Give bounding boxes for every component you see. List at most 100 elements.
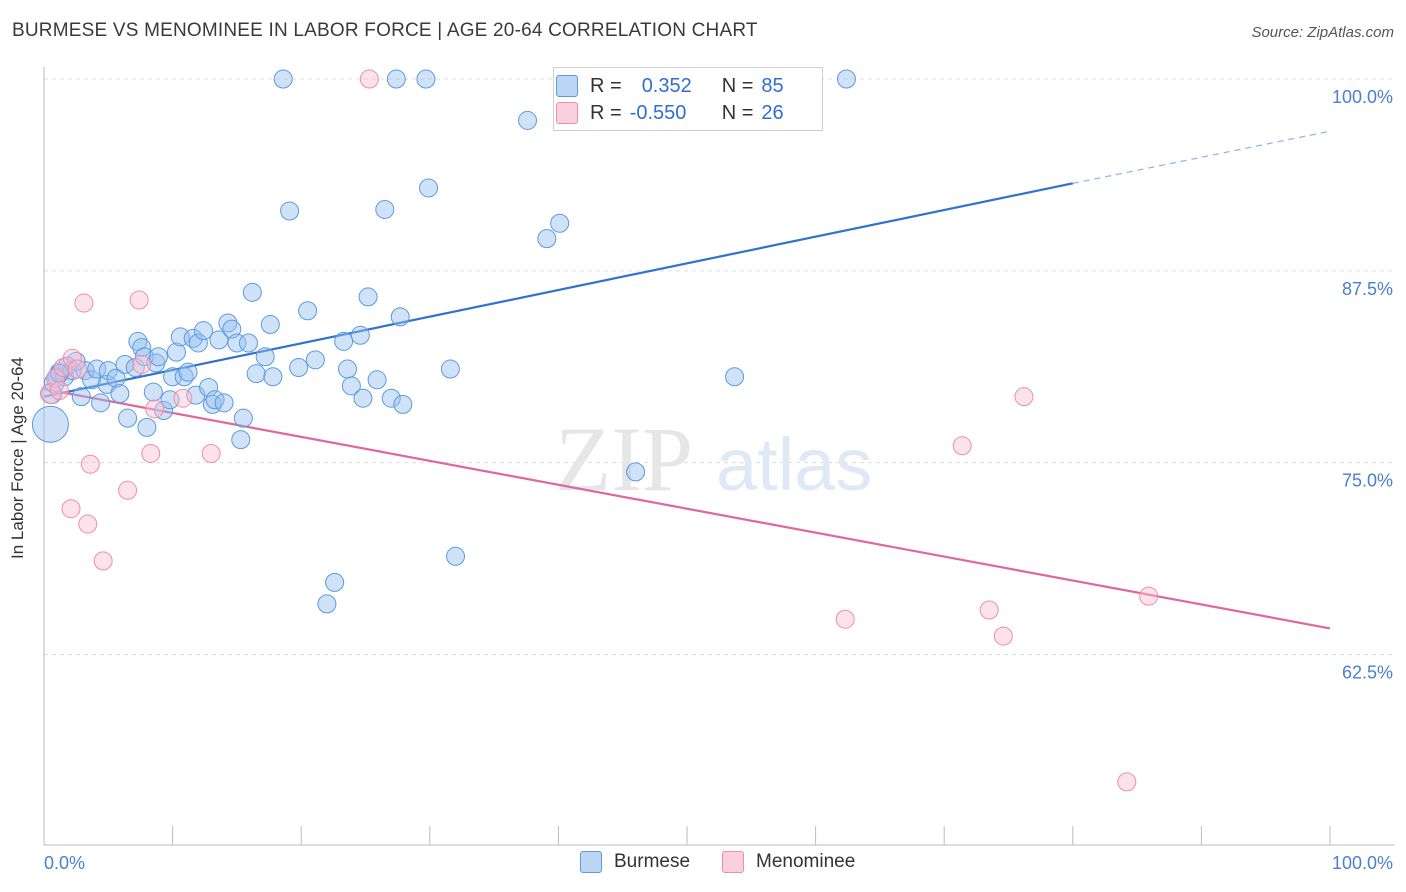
- watermark: ZIP atlas: [555, 408, 872, 510]
- trend-line-menominee: [43, 387, 1331, 630]
- data-point-menominee: [1014, 387, 1034, 407]
- data-point-burmese: [163, 367, 183, 387]
- data-point-burmese: [148, 347, 168, 367]
- data-point-burmese: [115, 354, 135, 374]
- chart-title: BURMESE VS MENOMINEE IN LABOR FORCE | AG…: [12, 20, 758, 41]
- data-point-burmese: [298, 301, 318, 321]
- data-point-burmese: [626, 462, 646, 482]
- legend-r-value: -0.550: [629, 101, 687, 124]
- data-point-burmese: [137, 417, 157, 437]
- data-point-menominee: [118, 480, 138, 500]
- data-point-burmese: [110, 384, 130, 404]
- watermark-atlas: atlas: [716, 423, 872, 506]
- x-tick-label: 100.0%: [1332, 853, 1393, 873]
- data-point-burmese: [367, 370, 387, 390]
- data-point-burmese: [118, 408, 138, 428]
- data-point-menominee: [46, 368, 66, 388]
- data-point-burmese: [31, 405, 69, 443]
- data-point-menominee: [359, 69, 379, 89]
- data-point-burmese: [273, 69, 293, 89]
- data-point-burmese: [193, 321, 213, 341]
- data-point-menominee: [132, 354, 152, 374]
- data-point-burmese: [178, 362, 198, 382]
- data-point-burmese: [419, 178, 439, 198]
- y-tick-label: 62.5%: [1342, 663, 1393, 683]
- data-point-burmese: [386, 69, 406, 89]
- data-point-burmese: [393, 394, 413, 414]
- data-point-menominee: [952, 436, 972, 456]
- data-point-menominee: [93, 551, 113, 571]
- data-point-burmese: [280, 201, 300, 221]
- data-point-burmese: [537, 229, 557, 249]
- data-point-menominee: [141, 443, 161, 463]
- legend-row-burmese: R = 0.352 N = 85: [556, 74, 784, 98]
- y-axis-label: In Labor Force | Age 20-64: [8, 357, 27, 559]
- x-tick-labels: 0.0% 100.0%: [44, 853, 1393, 873]
- data-point-burmese: [353, 388, 373, 408]
- bottom-legend-burmese: Burmese: [580, 851, 690, 873]
- data-point-burmese: [390, 307, 410, 327]
- correlation-legend: R = 0.352 N = 85 R = -0.550 N = 26: [553, 67, 823, 131]
- legend-n-label: N =: [721, 74, 754, 97]
- y-tick-labels: 62.5% 75.0% 87.5% 100.0%: [1332, 87, 1393, 683]
- axes: [43, 67, 1395, 846]
- data-point-menominee: [1117, 772, 1137, 792]
- data-point-burmese: [381, 388, 401, 408]
- data-point-burmese: [518, 110, 538, 130]
- data-point-burmese: [106, 368, 126, 388]
- trend-lines: [43, 130, 1331, 630]
- data-point-burmese: [166, 342, 186, 362]
- trend-line-burmese: [43, 182, 1074, 398]
- data-point-burmese: [143, 382, 163, 402]
- source-credit: Source: ZipAtlas.com: [1251, 24, 1394, 41]
- data-point-burmese: [231, 430, 251, 450]
- data-point-burmese: [358, 287, 378, 307]
- data-point-menominee: [49, 381, 69, 401]
- data-point-burmese: [305, 350, 325, 370]
- trend-extension-burmese: [1072, 130, 1331, 184]
- data-point-burmese: [289, 358, 309, 378]
- data-point-burmese: [209, 330, 229, 350]
- data-point-burmese: [188, 333, 208, 353]
- data-point-menominee: [74, 293, 94, 313]
- legend-n-label: N =: [721, 101, 754, 124]
- legend-r-label: R =: [590, 74, 622, 97]
- data-point-burmese: [242, 282, 262, 302]
- data-point-burmese: [246, 364, 266, 384]
- y-tick-label: 87.5%: [1342, 279, 1393, 299]
- data-point-burmese: [836, 69, 856, 89]
- data-point-burmese: [98, 361, 118, 381]
- legend-n-value: 26: [761, 101, 784, 124]
- data-point-burmese: [214, 393, 234, 413]
- data-point-burmese: [238, 333, 258, 353]
- data-point-menominee: [173, 388, 193, 408]
- data-point-burmese: [91, 393, 111, 413]
- grid-lines: [44, 78, 1395, 655]
- data-point-burmese: [350, 325, 370, 345]
- data-point-menominee: [835, 609, 855, 629]
- data-point-burmese: [325, 572, 345, 592]
- data-point-menominee: [67, 359, 87, 379]
- legend-r-label: R =: [590, 101, 622, 124]
- data-point-burmese: [260, 315, 280, 335]
- legend-row-menominee: R = -0.550 N = 26: [556, 101, 784, 125]
- y-tick-label: 100.0%: [1332, 87, 1393, 107]
- data-point-burmese: [334, 331, 354, 351]
- data-point-burmese: [227, 333, 247, 353]
- data-point-menominee: [62, 348, 82, 368]
- bottom-legend-swatch-menominee: [722, 851, 744, 873]
- data-point-burmese: [317, 594, 337, 614]
- bottom-legend-label-menominee: Menominee: [756, 851, 856, 872]
- data-point-menominee: [201, 443, 221, 463]
- data-point-burmese: [416, 69, 436, 89]
- data-point-menominee: [1139, 586, 1159, 606]
- data-point-burmese: [446, 546, 466, 566]
- data-point-menominee: [78, 514, 98, 534]
- legend-swatch-menominee: [556, 102, 578, 124]
- bottom-legend-label-burmese: Burmese: [614, 851, 691, 872]
- data-point-menominee: [993, 626, 1013, 646]
- data-points: [31, 69, 1159, 792]
- data-point-menominee: [61, 499, 81, 519]
- data-point-burmese: [725, 367, 745, 387]
- data-point-burmese: [132, 338, 152, 358]
